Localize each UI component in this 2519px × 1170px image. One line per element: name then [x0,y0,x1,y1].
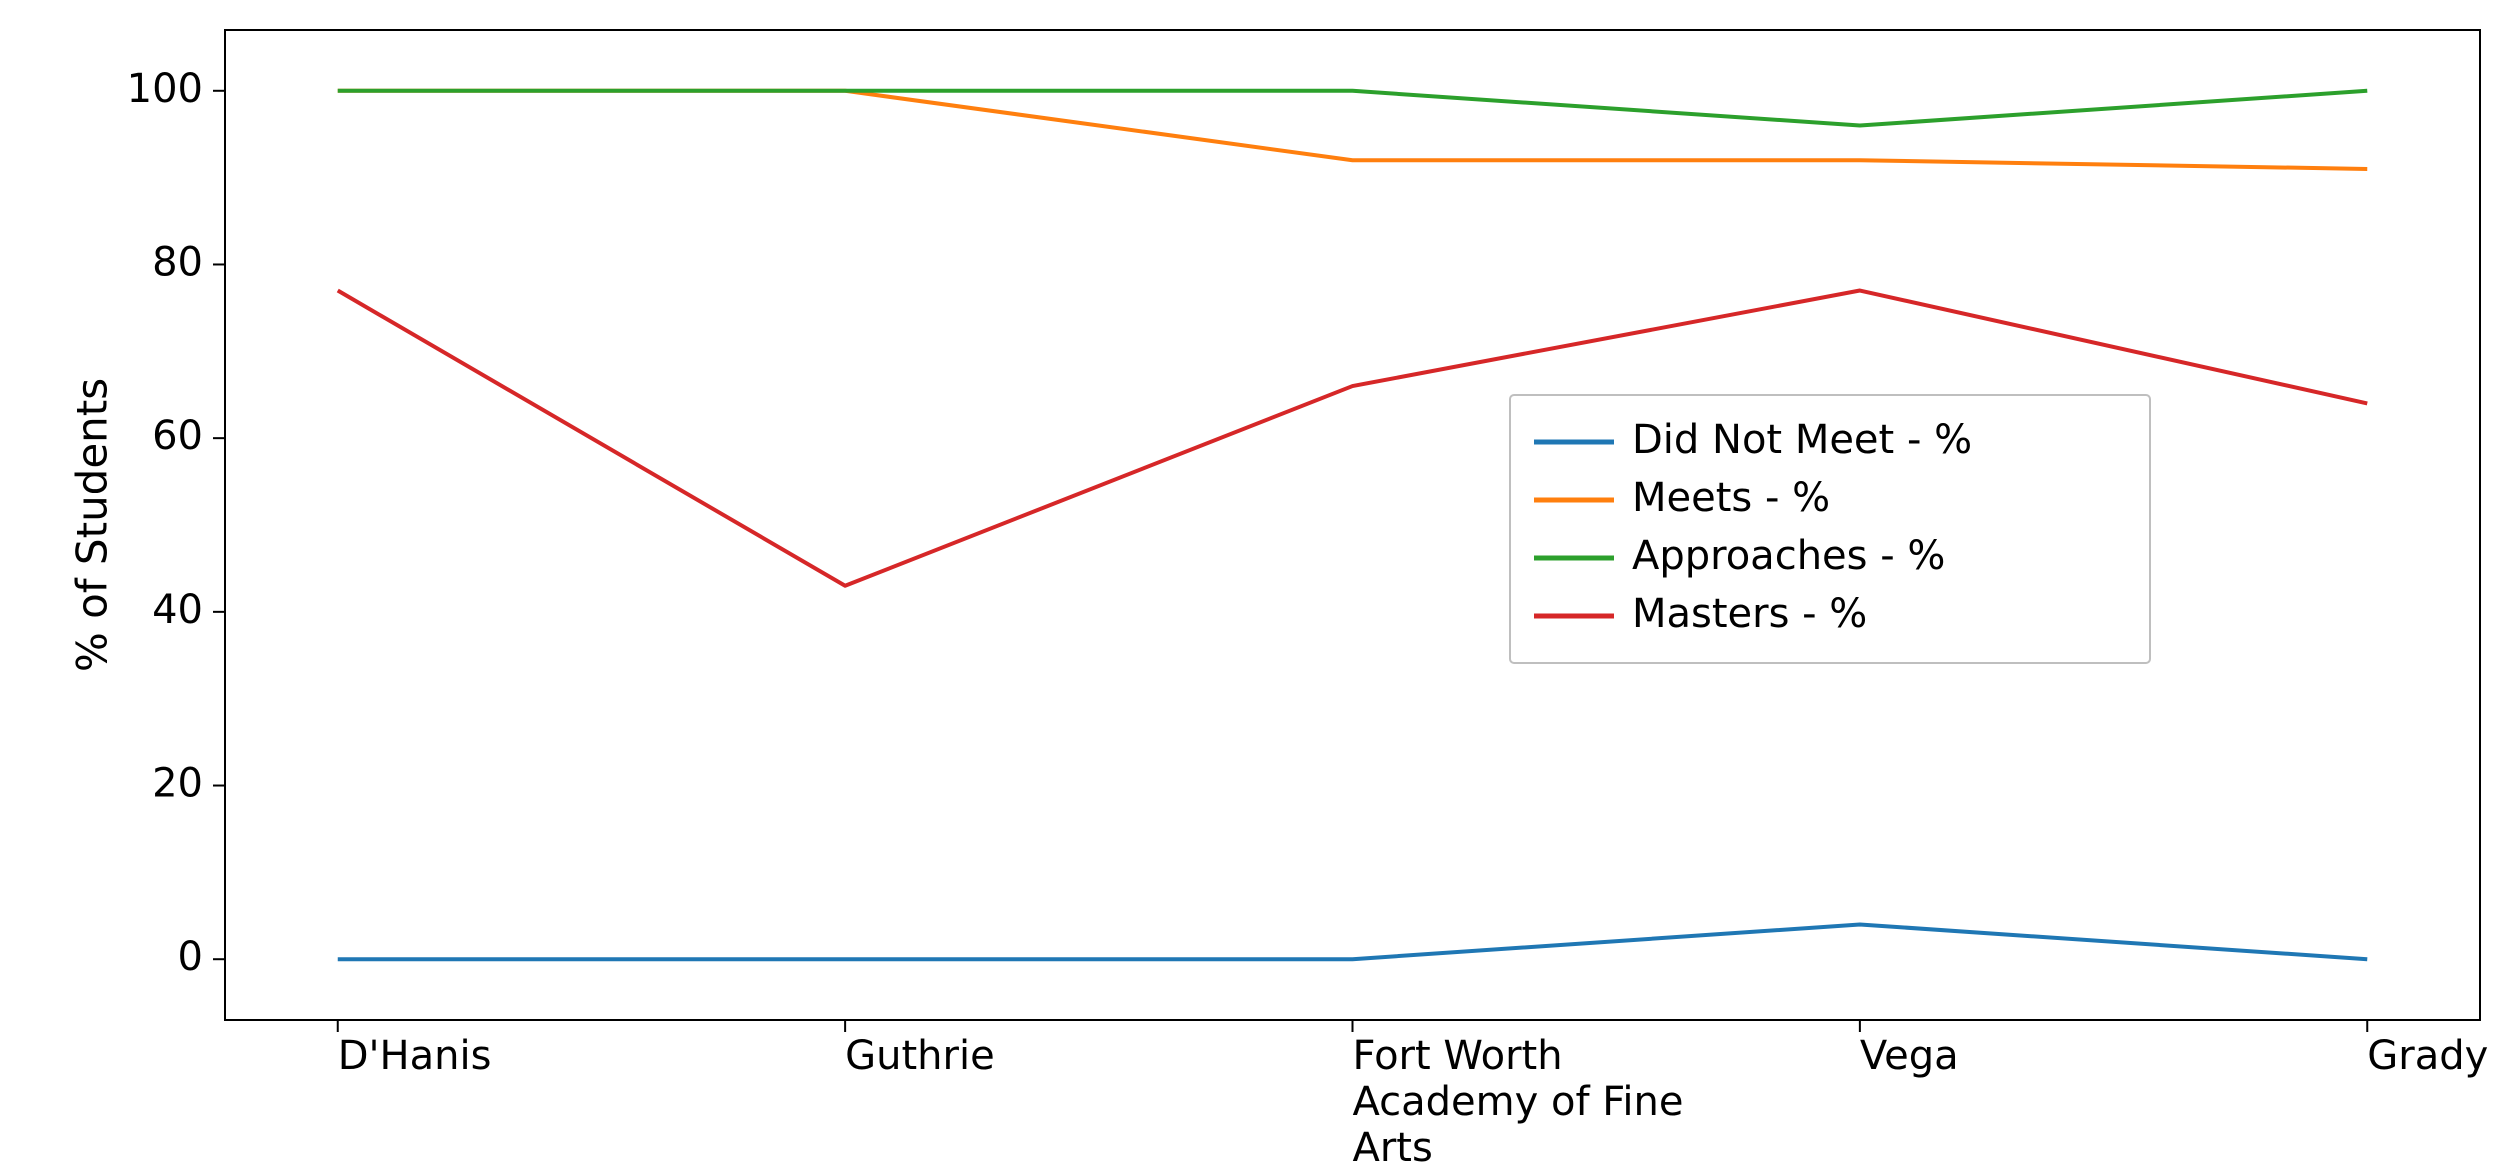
x-tick-label: Fort WorthAcademy of FineArts [1353,1033,1684,1170]
legend-label: Did Not Meet - % [1632,417,1972,463]
x-tick-label: Grady [2367,1033,2488,1079]
legend-label: Masters - % [1632,591,1867,637]
x-tick-label: D'Hanis [338,1033,492,1079]
y-tick-label: 0 [178,934,203,980]
y-tick-label: 100 [127,66,203,112]
y-tick-label: 80 [152,239,203,285]
x-tick-label: Guthrie [845,1033,995,1079]
line-chart: 0 20 40 60 80 100 % of Students D'Hanis Guthrie F… [0,0,2519,1170]
legend-label: Approaches - % [1632,533,1945,579]
legend-label: Meets - % [1632,475,1830,521]
y-tick-label: 60 [152,413,203,459]
y-tick-label: 40 [152,587,203,633]
chart-container: 0 20 40 60 80 100 % of Students D'Hanis Guthrie F… [0,0,2519,1170]
x-tick-label: Vega [1860,1033,1959,1079]
y-axis-label: % of Students [68,378,117,672]
y-tick-label: 20 [152,761,203,807]
